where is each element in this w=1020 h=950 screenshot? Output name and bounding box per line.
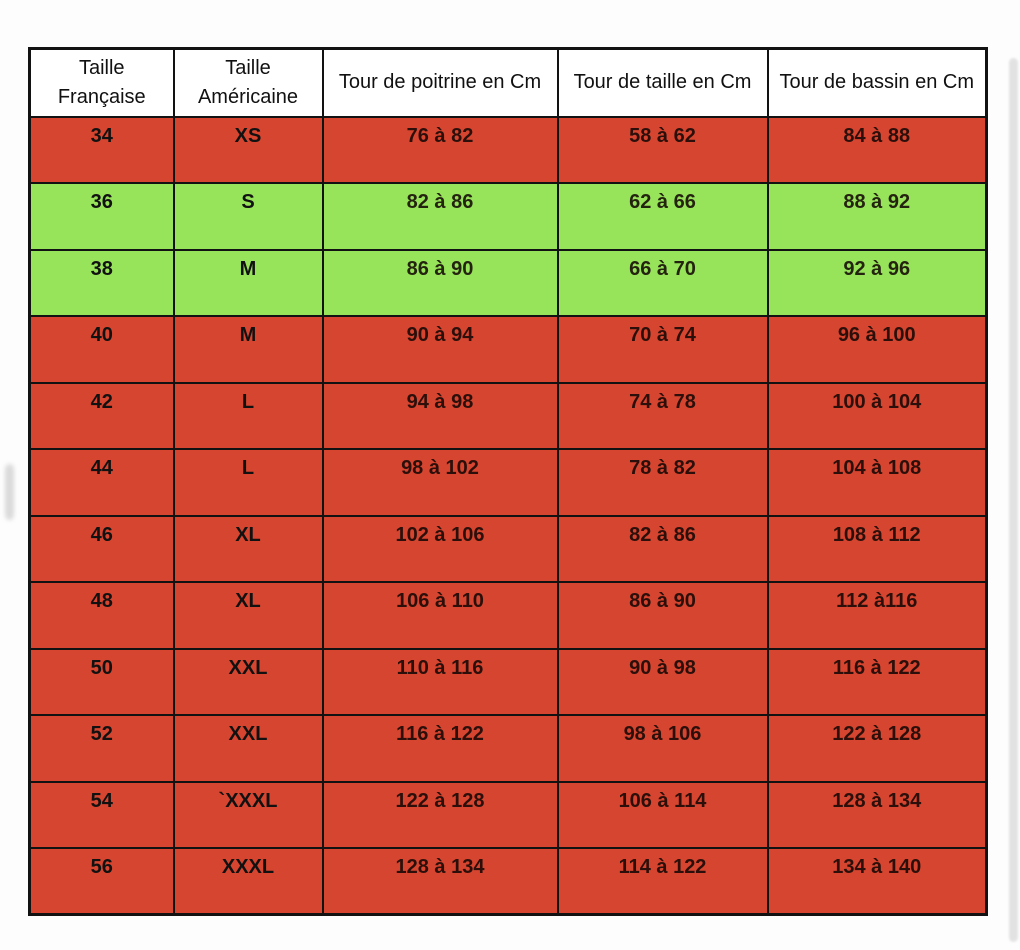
cell-taille-francaise: 52 (28, 714, 175, 783)
size-table-body: 34 XS 76 à 82 58 à 62 84 à 88 36 S 82 à … (28, 115, 988, 916)
table-row: 34 XS 76 à 82 58 à 62 84 à 88 (28, 115, 988, 184)
cell-tour-taille: 70 à 74 (556, 315, 769, 384)
cell-tour-taille: 66 à 70 (556, 248, 769, 317)
cell-tour-taille: 114 à 122 (556, 847, 769, 916)
table-row: 44 L 98 à 102 78 à 82 104 à 108 (28, 448, 988, 517)
cell-taille-americaine: XL (172, 581, 324, 650)
header-tour-taille: Tour de taille en Cm (556, 47, 769, 118)
cell-taille-francaise: 38 (28, 248, 175, 317)
cell-taille-americaine: M (172, 315, 324, 384)
cell-tour-bassin: 112 à116 (766, 581, 988, 650)
cell-tour-taille: 82 à 86 (556, 514, 769, 583)
header-taille-francaise: Taille Française (28, 47, 175, 118)
cell-tour-bassin: 134 à 140 (766, 847, 988, 916)
cell-tour-poitrine: 90 à 94 (321, 315, 559, 384)
cell-taille-americaine: XS (172, 115, 324, 184)
cell-tour-poitrine: 98 à 102 (321, 448, 559, 517)
cell-taille-francaise: 50 (28, 647, 175, 716)
cell-tour-bassin: 116 à 122 (766, 647, 988, 716)
cell-tour-bassin: 88 à 92 (766, 182, 988, 251)
cell-taille-americaine: S (172, 182, 324, 251)
cell-tour-poitrine: 86 à 90 (321, 248, 559, 317)
cell-tour-taille: 98 à 106 (556, 714, 769, 783)
cell-taille-americaine: L (172, 448, 324, 517)
cell-taille-americaine: `XXXL (172, 780, 324, 849)
table-row: 36 S 82 à 86 62 à 66 88 à 92 (28, 182, 988, 251)
cell-taille-americaine: XXL (172, 647, 324, 716)
cell-taille-americaine: XXL (172, 714, 324, 783)
cell-tour-bassin: 104 à 108 (766, 448, 988, 517)
table-row: 56 XXXL 128 à 134 114 à 122 134 à 140 (28, 847, 988, 916)
cell-taille-francaise: 42 (28, 381, 175, 450)
cell-tour-poitrine: 128 à 134 (321, 847, 559, 916)
table-row: 38 M 86 à 90 66 à 70 92 à 96 (28, 248, 988, 317)
cell-tour-poitrine: 76 à 82 (321, 115, 559, 184)
cell-tour-taille: 62 à 66 (556, 182, 769, 251)
cell-tour-poitrine: 116 à 122 (321, 714, 559, 783)
cell-tour-taille: 106 à 114 (556, 780, 769, 849)
cell-tour-taille: 58 à 62 (556, 115, 769, 184)
cell-taille-francaise: 40 (28, 315, 175, 384)
left-edge-smudge-artifact (5, 464, 14, 520)
header-taille-americaine: Taille Américaine (172, 47, 324, 118)
table-row: 42 L 94 à 98 74 à 78 100 à 104 (28, 381, 988, 450)
cell-tour-bassin: 122 à 128 (766, 714, 988, 783)
cell-taille-francaise: 44 (28, 448, 175, 517)
right-edge-scrollbar-artifact (1009, 58, 1018, 942)
size-conversion-table: Taille Française Taille Américaine Tour … (28, 47, 988, 916)
table-row: 50 XXL 110 à 116 90 à 98 116 à 122 (28, 647, 988, 716)
cell-tour-poitrine: 94 à 98 (321, 381, 559, 450)
cell-taille-americaine: XXXL (172, 847, 324, 916)
table-row: 52 XXL 116 à 122 98 à 106 122 à 128 (28, 714, 988, 783)
cell-tour-bassin: 92 à 96 (766, 248, 988, 317)
cell-tour-poitrine: 122 à 128 (321, 780, 559, 849)
header-row: Taille Française Taille Américaine Tour … (28, 47, 988, 118)
table-row: 40 M 90 à 94 70 à 74 96 à 100 (28, 315, 988, 384)
cell-tour-taille: 78 à 82 (556, 448, 769, 517)
cell-taille-francaise: 36 (28, 182, 175, 251)
cell-taille-francaise: 34 (28, 115, 175, 184)
cell-tour-poitrine: 102 à 106 (321, 514, 559, 583)
cell-tour-poitrine: 82 à 86 (321, 182, 559, 251)
table-row: 48 XL 106 à 110 86 à 90 112 à116 (28, 581, 988, 650)
header-tour-bassin: Tour de bassin en Cm (766, 47, 988, 118)
cell-tour-bassin: 128 à 134 (766, 780, 988, 849)
cell-tour-poitrine: 110 à 116 (321, 647, 559, 716)
cell-taille-francaise: 48 (28, 581, 175, 650)
cell-taille-francaise: 46 (28, 514, 175, 583)
cell-tour-poitrine: 106 à 110 (321, 581, 559, 650)
cell-taille-americaine: M (172, 248, 324, 317)
cell-tour-bassin: 96 à 100 (766, 315, 988, 384)
cell-tour-bassin: 108 à 112 (766, 514, 988, 583)
cell-tour-taille: 74 à 78 (556, 381, 769, 450)
cell-tour-taille: 86 à 90 (556, 581, 769, 650)
cell-tour-bassin: 100 à 104 (766, 381, 988, 450)
cell-taille-americaine: L (172, 381, 324, 450)
table-row: 54 `XXXL 122 à 128 106 à 114 128 à 134 (28, 780, 988, 849)
cell-taille-francaise: 54 (28, 780, 175, 849)
cell-tour-bassin: 84 à 88 (766, 115, 988, 184)
table-header: Taille Française Taille Américaine Tour … (28, 47, 988, 118)
table-row: 46 XL 102 à 106 82 à 86 108 à 112 (28, 514, 988, 583)
cell-tour-taille: 90 à 98 (556, 647, 769, 716)
header-tour-poitrine: Tour de poitrine en Cm (321, 47, 559, 118)
cell-taille-francaise: 56 (28, 847, 175, 916)
cell-taille-americaine: XL (172, 514, 324, 583)
